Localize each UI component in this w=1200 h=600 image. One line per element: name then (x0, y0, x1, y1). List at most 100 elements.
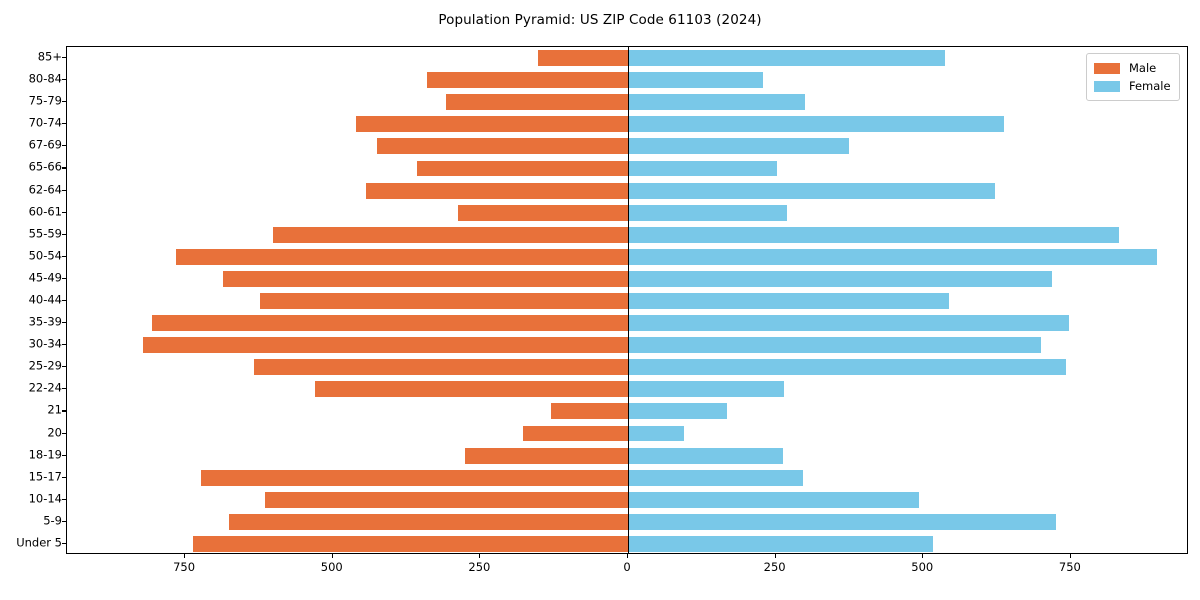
x-axis-tick-label: 750 (173, 560, 196, 574)
y-axis-tick-mark (62, 410, 66, 412)
female-bar[interactable] (628, 469, 804, 486)
x-axis-tick-mark (331, 554, 333, 558)
male-bar[interactable] (253, 359, 628, 376)
legend-entry[interactable]: Male (1094, 59, 1171, 77)
male-bar[interactable] (272, 226, 628, 243)
female-bar[interactable] (628, 491, 920, 508)
bar-row (67, 138, 1187, 155)
male-bar[interactable] (377, 138, 628, 155)
male-bar[interactable] (465, 447, 628, 464)
legend-entry[interactable]: Female (1094, 77, 1171, 95)
male-bar[interactable] (229, 513, 628, 530)
x-axis-tick-label: 250 (468, 560, 491, 574)
bar-row (67, 270, 1187, 287)
y-axis-tick-mark (62, 57, 66, 59)
male-bar[interactable] (201, 469, 628, 486)
y-axis-tick-mark (62, 454, 66, 456)
female-bar[interactable] (628, 94, 805, 111)
bar-row (67, 403, 1187, 420)
male-bar[interactable] (223, 270, 628, 287)
male-bar[interactable] (427, 72, 628, 89)
male-bar[interactable] (152, 315, 628, 332)
female-bar[interactable] (628, 204, 787, 221)
female-bar[interactable] (628, 536, 933, 552)
bar-row (67, 248, 1187, 265)
page-title: Population Pyramid: US ZIP Code 61103 (2… (438, 12, 762, 28)
y-axis-tick-label: 10-14 (28, 491, 62, 506)
y-axis-tick-label: 22-24 (28, 380, 62, 395)
male-bar[interactable] (446, 94, 628, 111)
female-bar[interactable] (628, 337, 1041, 354)
male-bar[interactable] (259, 293, 628, 309)
y-axis-tick-mark (62, 498, 66, 500)
y-axis-tick-label: 30-34 (28, 336, 62, 351)
y-axis-tick-mark (62, 300, 66, 302)
bar-row (67, 381, 1187, 398)
bar-row (67, 72, 1187, 89)
female-bar[interactable] (628, 248, 1157, 265)
x-axis-tick-label: 0 (623, 560, 631, 574)
female-bar[interactable] (628, 403, 728, 420)
male-bar[interactable] (356, 116, 628, 133)
x-axis-tick-mark (774, 554, 776, 558)
bar-row (67, 447, 1187, 464)
male-bar[interactable] (457, 204, 628, 221)
legend-swatch-icon (1094, 62, 1120, 74)
y-axis-tick-mark (62, 322, 66, 324)
plot-area (66, 46, 1188, 554)
y-axis-tick-label: 15-17 (28, 468, 62, 483)
y-axis-labels: 85+ 80-84 75-79 70-74 67-69 65-66 62-64 60-61 55… (0, 46, 62, 554)
bar-row (67, 116, 1187, 133)
chart-legend: Male Female (1086, 53, 1180, 101)
female-bar[interactable] (628, 381, 784, 398)
female-bar[interactable] (628, 226, 1120, 243)
female-bar[interactable] (628, 182, 996, 199)
female-bar[interactable] (628, 425, 684, 442)
female-bar[interactable] (628, 72, 763, 89)
bar-row (67, 513, 1187, 530)
male-bar[interactable] (192, 536, 628, 552)
male-bar[interactable] (417, 160, 628, 177)
legend-swatch-icon (1094, 80, 1120, 92)
x-axis-tick-mark (184, 554, 186, 558)
y-axis-tick-label: 60-61 (28, 203, 62, 218)
y-axis-tick-mark (62, 233, 66, 235)
y-axis-tick-label: 80-84 (28, 71, 62, 86)
legend-label: Male (1129, 61, 1157, 75)
female-bar[interactable] (628, 293, 949, 309)
male-bar[interactable] (523, 425, 628, 442)
bar-row (67, 337, 1187, 354)
female-bar[interactable] (628, 447, 783, 464)
bar-row (67, 536, 1187, 552)
female-bar[interactable] (628, 270, 1052, 287)
male-bar[interactable] (366, 182, 628, 199)
male-bar[interactable] (315, 381, 628, 398)
y-axis-tick-mark (62, 520, 66, 522)
y-axis-tick-label: 55-59 (28, 225, 62, 240)
x-axis-tick-label: 500 (320, 560, 343, 574)
bar-row (67, 425, 1187, 442)
female-bar[interactable] (628, 359, 1066, 376)
male-bar[interactable] (551, 403, 628, 420)
y-axis-tick-label: Under 5 (16, 535, 62, 550)
female-bar[interactable] (628, 513, 1056, 530)
x-axis-tick-label: 500 (911, 560, 934, 574)
y-axis-tick-label: 21 (47, 402, 62, 417)
bar-row (67, 94, 1187, 111)
female-bar[interactable] (628, 315, 1070, 332)
y-axis-tick-label: 25-29 (28, 358, 62, 373)
male-bar[interactable] (538, 50, 628, 66)
y-axis-tick-mark (62, 542, 66, 545)
female-bar[interactable] (628, 50, 945, 66)
male-bar[interactable] (142, 337, 628, 354)
female-bar[interactable] (628, 138, 849, 155)
male-bar[interactable] (265, 491, 628, 508)
bars-layer (67, 47, 1187, 553)
bar-row (67, 204, 1187, 221)
female-bar[interactable] (628, 160, 778, 177)
y-axis-ticks (62, 46, 67, 554)
y-axis-tick-mark (62, 432, 66, 434)
female-bar[interactable] (628, 116, 1005, 133)
x-axis-tick-mark (627, 554, 629, 558)
male-bar[interactable] (176, 248, 628, 265)
